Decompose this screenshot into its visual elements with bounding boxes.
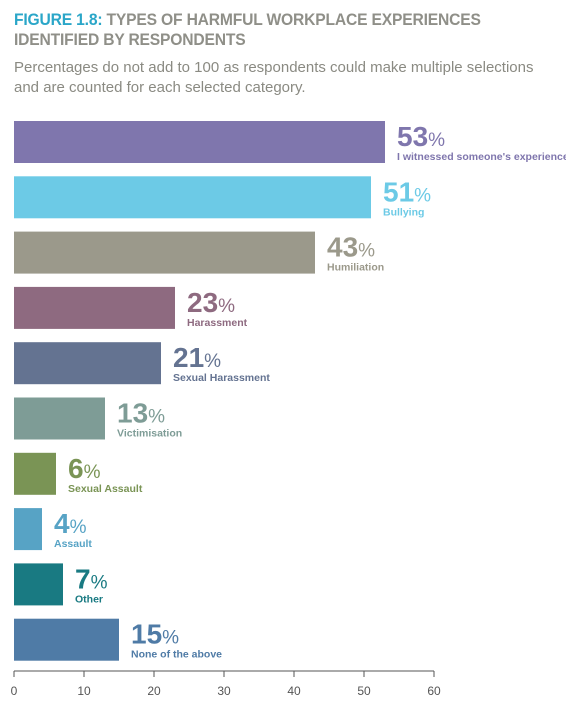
category-label-0: I witnessed someone's experience: [397, 151, 566, 163]
bar-2: [14, 231, 315, 274]
x-tick-label-5: 50: [357, 684, 371, 698]
value-label-5: 13%: [117, 398, 165, 429]
category-label-3: Harassment: [187, 317, 248, 329]
bar-9: [14, 618, 119, 661]
x-tick-label-3: 30: [217, 684, 231, 698]
bar-0: [14, 121, 385, 163]
x-tick-label-1: 10: [77, 684, 91, 698]
value-label-9: 15%: [131, 619, 179, 650]
category-label-6: Sexual Assault: [68, 483, 143, 495]
value-label-8: 7%: [75, 563, 108, 594]
bar-3: [14, 286, 175, 329]
x-tick-label-4: 40: [287, 684, 301, 698]
figure-title-line2: IDENTIFIED BY RESPONDENTS: [14, 30, 246, 49]
value-label-3: 23%: [187, 287, 235, 318]
x-axis: 0 10 20 30 40 50 60: [11, 670, 441, 698]
x-tick-label-0: 0: [11, 684, 18, 698]
category-label-2: Humiliation: [327, 262, 384, 274]
value-label-2: 43%: [327, 232, 375, 263]
category-label-4: Sexual Harassment: [173, 372, 270, 384]
bar-8: [14, 563, 63, 606]
bar-5: [14, 397, 105, 440]
figure-title-line1: TYPES OF HARMFUL WORKPLACE EXPERIENCES: [106, 10, 481, 29]
x-tick-label-6: 60: [427, 684, 441, 698]
figure-label: FIGURE 1.8:: [14, 10, 103, 29]
category-label-5: Victimisation: [117, 428, 182, 440]
value-label-1: 51%: [383, 176, 431, 207]
category-label-8: Other: [75, 593, 103, 605]
bars-group: 53%I witnessed someone's experience 51%Bu…: [14, 121, 566, 661]
category-label-9: None of the above: [131, 649, 222, 661]
figure-subtitle: Percentages do not add to 100 as respond…: [14, 59, 534, 96]
value-label-7: 4%: [54, 508, 87, 539]
bar-7: [14, 508, 42, 551]
category-label-7: Assault: [54, 538, 92, 550]
value-label-0: 53%: [397, 121, 445, 152]
bar-1: [14, 176, 371, 219]
bar-6: [14, 452, 56, 495]
figure-title: FIGURE 1.8: TYPES OF HARMFUL WORKPLACE E…: [14, 10, 511, 50]
x-tick-label-2: 20: [147, 684, 161, 698]
category-label-1: Bullying: [383, 206, 424, 218]
value-label-4: 21%: [173, 342, 221, 373]
value-label-6: 6%: [68, 453, 101, 484]
bar-4: [14, 342, 161, 385]
